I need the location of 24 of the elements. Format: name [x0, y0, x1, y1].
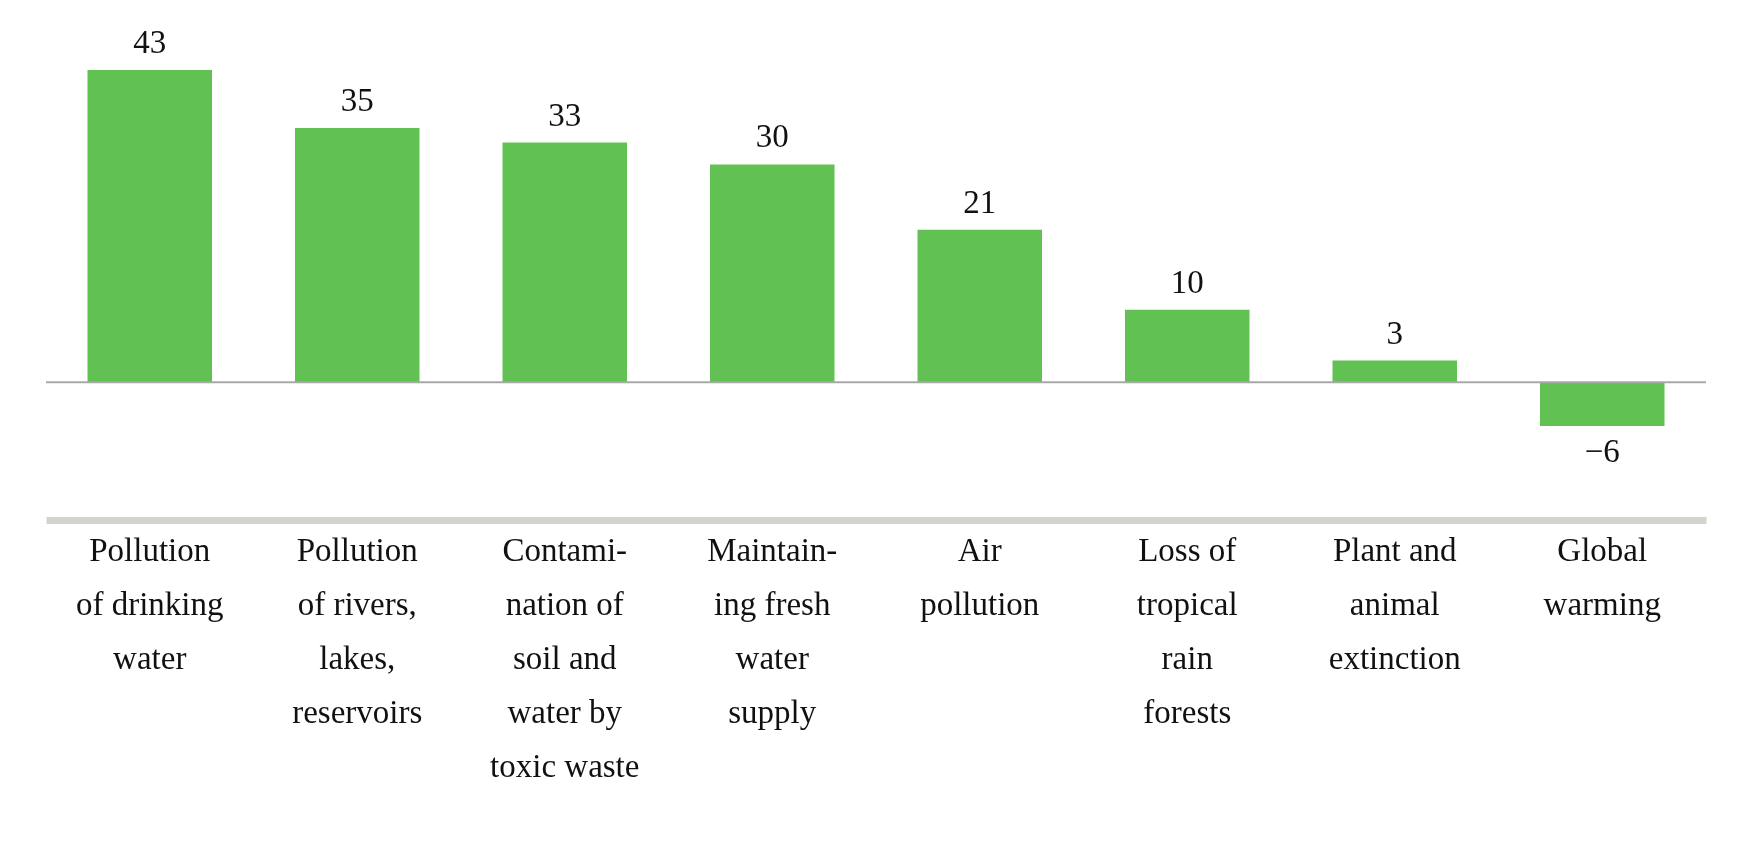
- x-tick-label: Contami-nation of soil and water by toxic waste: [490, 531, 640, 784]
- x-tick-label: Global warming: [1543, 531, 1661, 622]
- bar: [710, 164, 835, 383]
- x-tick-label: Maintain-ing fresh water supply: [707, 531, 838, 730]
- x-tick-label: Pollution of rivers, lakes, reservoirs: [292, 531, 423, 730]
- bar: [87, 69, 212, 383]
- x-tick-label: Pollution of drinking water: [75, 531, 224, 676]
- bar: [1332, 360, 1457, 383]
- data-label: 43: [133, 23, 167, 60]
- x-tick-label: Loss of tropical rain forests: [1136, 531, 1238, 730]
- bar: [1540, 382, 1665, 426]
- data-label: −6: [1584, 432, 1620, 469]
- data-label: 21: [963, 183, 997, 220]
- x-tick-label: Air pollution: [920, 531, 1040, 622]
- data-label: 10: [1170, 263, 1204, 300]
- bar: [502, 142, 627, 383]
- bar: [295, 128, 420, 383]
- bar: [917, 229, 1042, 383]
- x-tick-label: Plant and animal extinction: [1328, 531, 1461, 676]
- bar: [1125, 309, 1250, 383]
- data-label: 35: [340, 82, 374, 119]
- data-label: 30: [755, 118, 789, 155]
- data-label: 33: [548, 96, 582, 133]
- data-label: 3: [1386, 314, 1403, 351]
